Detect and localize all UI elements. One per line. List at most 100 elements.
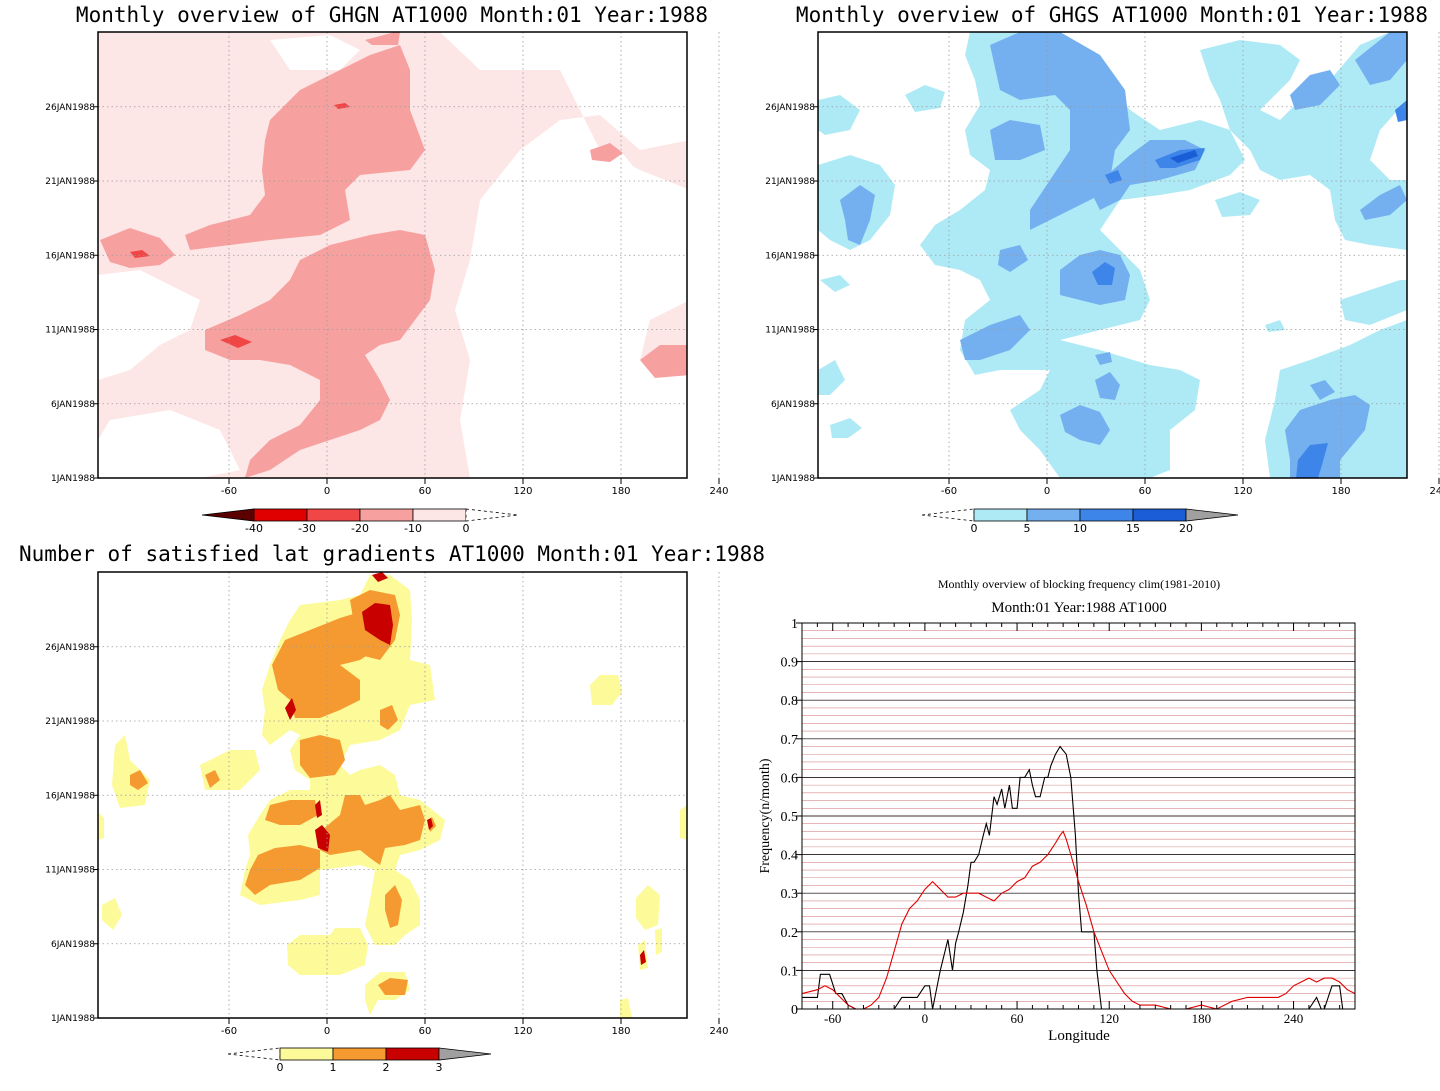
lat-gradients-colorbar-swatch	[385, 1047, 440, 1061]
ghgn-colorbar-min-arrow	[201, 508, 255, 522]
blocking-axes: 0 0.1 0.2 0.3 0.4 0.5 0.6 0.7 0.8 0.9 1 -60 0 60 120 18…	[781, 617, 1356, 1026]
blocking-x-tick-label: -60	[824, 1011, 841, 1026]
ghgs-colorbar-min-arrow	[921, 508, 975, 522]
ghgn-colorbar-label: -30	[298, 522, 316, 535]
ghgs-colorbar-max-arrow	[1185, 508, 1239, 522]
ghgs-y-tick-label: 6JAN1988	[771, 400, 815, 410]
blocking-y-tick-label: 0.3	[781, 887, 799, 902]
ghgs-colorbar-swatch	[1132, 508, 1187, 522]
panel-blocking-frequency: Monthly overview of blocking frequency c…	[758, 577, 1356, 1044]
lat-gradients-y-tick-label: 11JAN1988	[45, 866, 95, 876]
blocking-y-axis-label: Frequency(n/month)	[758, 758, 773, 873]
blocking-x-tick-label: 120	[1099, 1011, 1119, 1026]
lat-gradients-colorbar-label: 1	[330, 1061, 337, 1074]
ghgs-x-tick-label: -60	[941, 486, 957, 497]
ghgn-x-tick-label: 60	[419, 486, 432, 497]
ghgn-x-tick-label: 240	[709, 486, 728, 497]
ghgn-colorbar-label: -40	[245, 522, 263, 535]
blocking-y-tick-label: 0.1	[781, 964, 799, 979]
ghgs-y-tick-label: 1JAN1988	[771, 474, 815, 484]
lat-gradients-grid	[98, 572, 720, 1018]
ghgn-colorbar-swatch	[306, 508, 361, 522]
ghgs-y-tick-label: 11JAN1988	[765, 326, 815, 336]
lat-gradients-colorbar-swatch	[332, 1047, 387, 1061]
blocking-series	[802, 745, 1355, 1009]
ghgs-colorbar-label: 15	[1126, 522, 1140, 535]
lat-gradients-colorbar-label: 3	[436, 1061, 443, 1074]
blocking-grid	[802, 622, 1355, 1010]
ghgs-colorbar-label: 20	[1179, 522, 1193, 535]
blocking-y-tick-label: 0.4	[781, 849, 799, 864]
ghgs-y-tick-label: 21JAN1988	[765, 177, 815, 187]
ghgs-colorbar-label: 5	[1024, 522, 1031, 535]
blocking-series-climatology-line	[802, 830, 1355, 1009]
ghgs-colorbar-label: 0	[971, 522, 978, 535]
ghgn-grid	[98, 32, 720, 478]
lat-gradients-colorbar-swatch	[279, 1047, 334, 1061]
ghgn-y-tick-label: 11JAN1988	[45, 326, 95, 336]
blocking-y-tick-label: 0.7	[781, 733, 799, 748]
blocking-x-tick-label: 240	[1284, 1011, 1304, 1026]
panel-ghgn: Monthly overview of GHGN AT1000 Month:01…	[45, 3, 728, 535]
lat-gradients-colorbar-label: 0	[277, 1061, 284, 1074]
ghgs-x-tick-label: 240	[1429, 486, 1440, 497]
ghgs-x-tick-label: 0	[1044, 486, 1050, 497]
lat-gradients-y-tick-label: 26JAN1988	[45, 643, 95, 653]
lat-gradients-x-tick-label: 180	[611, 1026, 630, 1037]
ghgs-x-tick-label: 180	[1331, 486, 1350, 497]
panel-lat-gradients: Number of satisfied lat gradients AT1000…	[19, 542, 765, 1074]
ghgn-colorbar-max-arrow	[465, 508, 519, 522]
lat-gradients-colorbar-max-arrow	[438, 1047, 492, 1061]
ghgs-colorbar-swatch	[1079, 508, 1134, 522]
ghgn-y-tick-label: 16JAN1988	[45, 251, 95, 261]
lat-gradients-y-tick-label: 16JAN1988	[45, 791, 95, 801]
lat-gradients-y-tick-label: 1JAN1988	[51, 1014, 95, 1024]
ghgn-contours	[98, 32, 687, 478]
ghgn-colorbar-label: -20	[351, 522, 369, 535]
ghgs-x-tick-label: 60	[1139, 486, 1152, 497]
blocking-title: Monthly overview of blocking frequency c…	[938, 577, 1220, 591]
ghgn-colorbar-swatch	[359, 508, 414, 522]
ghgn-x-tick-label: -60	[221, 486, 237, 497]
ghgn-axes: -60 0 60 120 180 240 1JAN1988 6JAN1988 11JAN1988…	[45, 103, 728, 497]
ghgs-y-tick-label: 16JAN1988	[765, 251, 815, 261]
panel-lat-gradients-title: Number of satisfied lat gradients AT1000…	[19, 542, 765, 566]
ghgn-colorbar-label: -10	[404, 522, 422, 535]
lat-gradients-y-tick-label: 21JAN1988	[45, 717, 95, 727]
ghgs-colorbar-swatch	[973, 508, 1028, 522]
lat-gradients-y-tick-label: 6JAN1988	[51, 940, 95, 950]
blocking-x-axis-label: Longitude	[1048, 1028, 1110, 1044]
blocking-subtitle: Month:01 Year:1988 AT1000	[991, 600, 1166, 616]
blocking-y-tick-label: 1	[791, 617, 798, 632]
blocking-y-tick-label: 0.5	[781, 810, 799, 825]
blocking-y-tick-label: 0.8	[781, 694, 799, 709]
ghgs-colorbar: 0 5 10 15 20	[921, 508, 1239, 535]
lat-gradients-colorbar: 0 1 2 3	[227, 1047, 492, 1074]
ghgn-x-tick-label: 120	[513, 486, 532, 497]
ghgn-x-tick-label: 180	[611, 486, 630, 497]
ghgn-y-tick-label: 21JAN1988	[45, 177, 95, 187]
ghgs-x-tick-label: 120	[1233, 486, 1252, 497]
blocking-series-year-line	[802, 745, 1355, 1009]
ghgn-y-tick-label: 1JAN1988	[51, 474, 95, 484]
ghgn-y-tick-label: 26JAN1988	[45, 103, 95, 113]
lat-gradients-colorbar-min-arrow	[227, 1047, 281, 1061]
ghgn-colorbar: -40 -30 -20 -10 0	[201, 508, 519, 535]
panel-ghgn-title: Monthly overview of GHGN AT1000 Month:01…	[76, 3, 708, 27]
ghgs-colorbar-swatch	[1026, 508, 1081, 522]
blocking-x-tick-label: 60	[1011, 1011, 1024, 1026]
ghgs-y-tick-label: 26JAN1988	[765, 103, 815, 113]
ghgs-colorbar-label: 10	[1073, 522, 1087, 535]
panel-ghgs-title: Monthly overview of GHGS AT1000 Month:01…	[796, 3, 1428, 27]
lat-gradients-x-tick-label: 60	[419, 1026, 432, 1037]
lat-gradients-x-tick-label: -60	[221, 1026, 237, 1037]
lat-gradients-axes: -60 0 60 120 180 240 1JAN1988 6JAN1988 11JAN1988…	[45, 643, 728, 1037]
blocking-y-tick-label: 0.9	[781, 656, 799, 671]
ghgs-axes: -60 0 60 120 180 240 1JAN1988 6JAN1988 11JAN1988…	[765, 103, 1440, 497]
lat-gradients-x-tick-label: 240	[709, 1026, 728, 1037]
blocking-y-tick-label: 0	[791, 1003, 798, 1018]
ghgn-x-tick-label: 0	[324, 486, 330, 497]
ghgn-colorbar-swatch	[253, 508, 308, 522]
blocking-y-tick-label: 0.6	[781, 771, 799, 786]
